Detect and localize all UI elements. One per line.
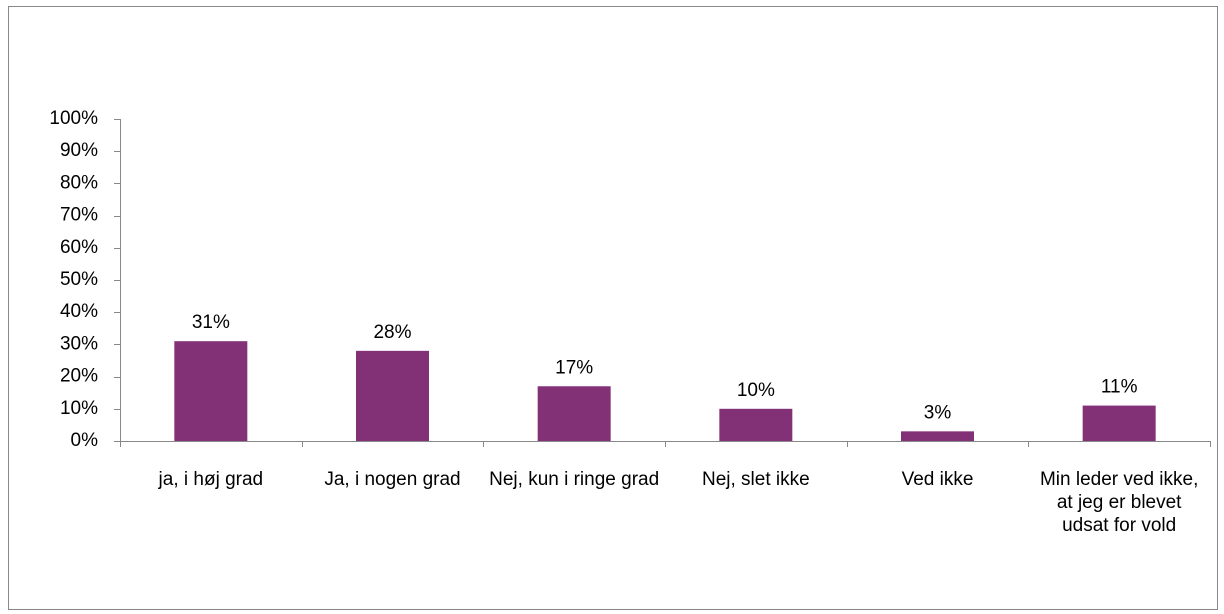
y-tick-label: 50% [60, 269, 98, 290]
bar [174, 341, 248, 441]
x-tick-label-box: Nej, kun i ringe grad [489, 469, 660, 490]
y-tick-label: 60% [60, 237, 98, 258]
x-tick-label-box: Min leder ved ikke, at jeg er blevet uds… [1039, 469, 1199, 536]
y-tick-label: 90% [60, 140, 98, 161]
value-label: 10% [737, 380, 775, 401]
x-tick-label-box: Nej, slet ikke [701, 469, 810, 490]
bar [356, 350, 429, 441]
bar [1082, 405, 1156, 441]
value-label: 11% [1101, 377, 1138, 398]
y-tick-label: 80% [60, 172, 98, 193]
chart-frame [8, 6, 1218, 610]
x-tick-label-box: Ved ikke [901, 469, 974, 490]
value-label: 17% [555, 357, 593, 378]
x-tick-label: Nej, slet ikke [701, 469, 810, 490]
x-tick-label: Min leder ved ikke, at jeg er blevet uds… [1039, 469, 1199, 536]
x-tick-label-box: ja, i høj grad [158, 469, 264, 490]
y-tick-label: 70% [60, 205, 98, 226]
y-tick-label: 40% [60, 301, 98, 322]
value-label: 28% [373, 322, 411, 343]
y-tick-label: 10% [60, 398, 98, 419]
y-tick-label: 20% [60, 366, 98, 387]
bar [719, 408, 793, 441]
x-tick-label-box: Ja, i nogen grad [324, 469, 461, 490]
bar [537, 386, 611, 441]
y-tick-label: 100% [49, 108, 98, 129]
y-tick-label: 30% [60, 333, 98, 354]
x-tick-label: Nej, kun i ringe grad [489, 469, 660, 490]
x-tick-label: Ved ikke [901, 469, 974, 490]
value-label: 3% [924, 402, 952, 423]
bar [901, 431, 974, 441]
x-tick-label: Ja, i nogen grad [324, 469, 461, 490]
y-tick-label: 0% [71, 430, 99, 451]
value-label: 31% [192, 312, 230, 333]
x-tick-label: ja, i høj grad [158, 469, 264, 490]
